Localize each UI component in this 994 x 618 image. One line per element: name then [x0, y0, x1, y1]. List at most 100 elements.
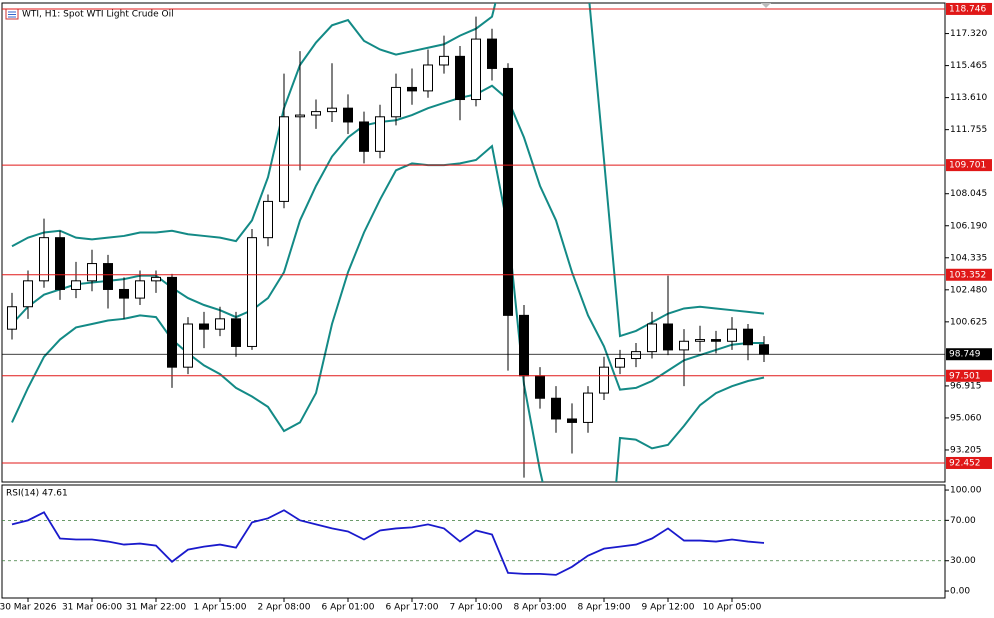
bollinger-band — [11, 144, 765, 482]
y-tick-label: 30.00 — [950, 556, 976, 566]
level-label: 103.352 — [949, 270, 986, 280]
candle-body — [343, 107, 353, 123]
y-tick-label: 100.00 — [950, 486, 982, 496]
candle-body — [695, 339, 705, 342]
x-tick-label: 8 Apr 19:00 — [578, 603, 631, 613]
chart-title: WTI, H1: Spot WTI Light Crude Oil — [22, 10, 174, 20]
candle-body — [455, 55, 465, 101]
level-label: 92.452 — [949, 458, 981, 468]
candle-body — [39, 237, 49, 282]
plot-area — [7, 3, 769, 482]
candle-body — [103, 263, 113, 290]
candle-body — [711, 339, 721, 342]
candle-body — [535, 375, 545, 399]
candle-body — [583, 392, 593, 423]
x-tick-label: 9 Apr 12:00 — [642, 603, 695, 613]
main-frame — [1, 2, 946, 483]
level-label-bg — [946, 268, 992, 281]
candle-body — [199, 323, 209, 330]
candle-body — [247, 237, 257, 347]
candle-body — [263, 200, 273, 239]
candle-body — [215, 318, 225, 330]
candle-body — [647, 323, 657, 353]
x-tick-label: 31 Mar 06:00 — [62, 603, 122, 613]
candle-body — [311, 111, 321, 116]
x-tick-label: 31 Mar 22:00 — [126, 603, 186, 613]
candle-body — [87, 263, 97, 282]
y-tick-label: 96.915 — [950, 381, 982, 391]
y-tick-label: 70.00 — [950, 516, 976, 526]
candle-body — [679, 340, 689, 351]
y-tick-label: 115.465 — [950, 61, 987, 71]
level-label: 118.746 — [949, 4, 986, 14]
y-tick-label: 0.00 — [950, 587, 970, 597]
rsi-frame — [1, 484, 946, 599]
level-label-bg — [946, 2, 992, 15]
bollinger-band — [11, 84, 764, 391]
x-tick-label: 10 Apr 05:00 — [703, 603, 762, 613]
scroll-marker — [761, 3, 771, 8]
level-label: 109.701 — [949, 161, 986, 171]
candle-body — [503, 67, 513, 316]
x-tick-label: 6 Apr 17:00 — [386, 603, 439, 613]
y-tick-label: 111.755 — [950, 125, 987, 135]
candle-body — [551, 397, 561, 420]
candle-body — [727, 328, 737, 342]
candle-body — [71, 280, 81, 290]
y-tick-label: 117.320 — [950, 29, 987, 39]
x-tick-label: 7 Apr 10:00 — [450, 603, 503, 613]
candle-body — [391, 86, 401, 118]
x-tick-label: 8 Apr 03:00 — [514, 603, 567, 613]
candle-body — [407, 86, 417, 92]
candle-body — [519, 314, 529, 377]
x-tick-label: 1 Apr 15:00 — [194, 603, 247, 613]
candle-body — [423, 64, 433, 92]
candle-body — [663, 323, 673, 351]
y-tick-label: 100.625 — [950, 317, 987, 327]
y-tick-label: 93.205 — [950, 445, 982, 455]
level-label-bg — [946, 369, 992, 382]
candle-body — [599, 366, 609, 394]
candle-body — [183, 323, 193, 368]
y-tick-label: 95.060 — [950, 413, 982, 423]
candle-body — [631, 351, 641, 360]
candle-body — [7, 306, 17, 330]
candle-body — [743, 328, 753, 346]
candle-body — [359, 121, 369, 152]
y-tick-label: 108.045 — [950, 189, 987, 199]
y-tick-label: 104.335 — [950, 253, 987, 263]
candle-body — [471, 38, 481, 101]
candle-body — [375, 116, 385, 152]
candle-body — [135, 280, 145, 299]
x-tick-label: 2 Apr 08:00 — [258, 603, 311, 613]
candle-body — [327, 107, 337, 113]
x-tick-label: 30 Mar 2026 — [0, 603, 57, 613]
candle-body — [615, 358, 625, 368]
level-label: 97.501 — [949, 371, 981, 381]
rsi-area — [2, 509, 945, 576]
last-price-label-bg — [946, 348, 992, 361]
candle-body — [119, 288, 129, 299]
candle-body — [439, 55, 449, 66]
candle-body — [279, 116, 289, 202]
level-label-bg — [946, 159, 992, 172]
rsi-line — [11, 509, 765, 576]
level-label-bg — [946, 456, 992, 469]
candle-body — [487, 38, 497, 69]
symbol-icon — [5, 8, 19, 20]
candle-body — [759, 344, 769, 355]
candle-body — [151, 276, 161, 282]
rsi-title: RSI(14) 47.61 — [6, 489, 68, 499]
candle-body — [55, 237, 65, 290]
y-tick-label: 102.480 — [950, 285, 987, 295]
candle-body — [295, 114, 305, 118]
y-tick-label: 113.610 — [950, 93, 987, 103]
candle-body — [567, 418, 577, 423]
candle-body — [23, 280, 33, 308]
bollinger-band — [11, 3, 765, 338]
y-tick-label: 106.190 — [950, 221, 987, 231]
candle-body — [167, 276, 177, 368]
x-tick-label: 6 Apr 01:00 — [322, 603, 375, 613]
